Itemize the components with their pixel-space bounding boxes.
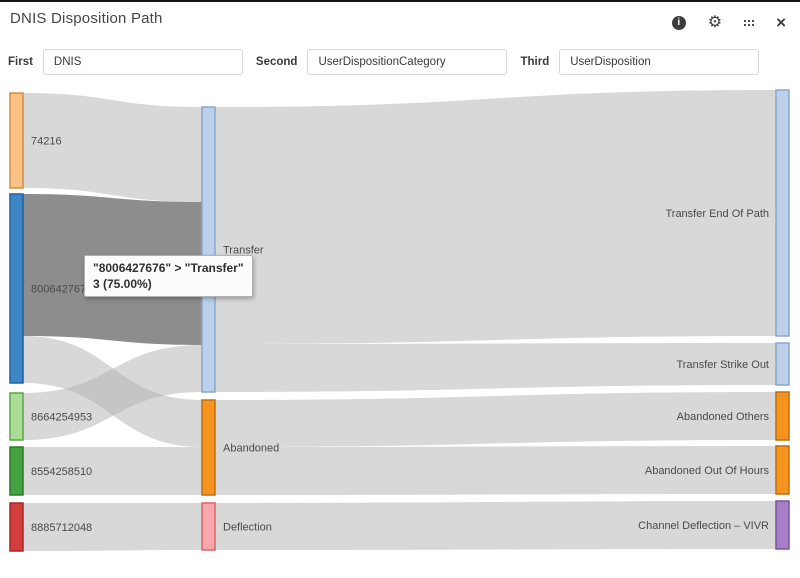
close-icon[interactable]: × — [776, 13, 786, 32]
first-dimension-input[interactable] — [42, 49, 243, 75]
sankey-node-TransferEndOfPath[interactable] — [775, 89, 790, 337]
sankey-node-8885712048[interactable] — [9, 502, 24, 552]
sankey-node-label-74216: 74216 — [31, 136, 62, 148]
drag-grid-icon[interactable] — [744, 19, 755, 26]
sankey-node-8006427676[interactable] — [9, 193, 24, 384]
second-dimension-label: Second — [255, 56, 298, 68]
sankey-link-Transfer-TransferEndOfPath[interactable] — [215, 90, 776, 344]
widget-header: DNIS Disposition Path i ⚙ × First Second… — [0, 2, 800, 75]
panel-top-border — [0, 0, 800, 2]
sankey-node-label-Abandoned: Abandoned — [223, 443, 279, 455]
sankey-node-label-8885712048: 8885712048 — [31, 522, 92, 534]
sankey-node-label-TransferEndOfPath: Transfer End Of Path — [665, 208, 769, 220]
sankey-node-label-8554258510: 8554258510 — [31, 466, 92, 478]
header-icons: i ⚙ × — [671, 13, 786, 32]
gear-icon[interactable]: ⚙ — [707, 13, 723, 31]
first-dimension-label: First — [8, 56, 33, 68]
sankey-link-Deflection-ChannelDeflectionVIVR[interactable] — [215, 501, 776, 550]
sankey-link-8554258510-Abandoned[interactable] — [23, 447, 202, 495]
tooltip-value-text: 3 (75.00%) — [93, 277, 152, 292]
sankey-node-74216[interactable] — [9, 92, 24, 189]
sankey-node-label-8664254953: 8664254953 — [31, 412, 92, 424]
sankey-node-label-Deflection: Deflection — [223, 522, 272, 534]
sankey-node-Abandoned[interactable] — [201, 399, 216, 496]
sankey-link-Abandoned-AbandonedOthers[interactable] — [215, 392, 776, 447]
sankey-node-label-TransferStrikeOut: Transfer Strike Out — [676, 359, 769, 371]
tooltip-path-text: "8006427676" > "Transfer" — [93, 261, 244, 275]
first-dimension-control: First — [8, 49, 243, 75]
sankey-node-label-AbandonedOutOfHours: Abandoned Out Of Hours — [645, 465, 770, 477]
sankey-link-8885712048-Deflection[interactable] — [23, 503, 202, 551]
page-title: DNIS Disposition Path — [10, 10, 163, 27]
sankey-link-8664254953-Transfer[interactable] — [23, 345, 202, 440]
sankey-node-label-ChannelDeflectionVIVR: Channel Deflection – VIVR — [638, 520, 769, 532]
sankey-node-TransferStrikeOut[interactable] — [775, 342, 790, 386]
sankey-node-Transfer[interactable] — [201, 106, 216, 393]
sankey-link-74216-Transfer[interactable] — [23, 93, 202, 202]
sankey-link-Transfer-TransferStrikeOut[interactable] — [215, 343, 776, 392]
dimension-controls: First Second Third — [0, 49, 800, 75]
sankey-link-Abandoned-AbandonedOutOfHours[interactable] — [215, 446, 776, 495]
sankey-node-label-AbandonedOthers: Abandoned Others — [677, 411, 770, 423]
sankey-node-8664254953[interactable] — [9, 392, 24, 441]
second-dimension-control: Second — [256, 49, 508, 75]
third-dimension-input[interactable] — [559, 49, 760, 75]
sankey-node-AbandonedOthers[interactable] — [775, 391, 790, 441]
sankey-node-ChannelDeflectionVIVR[interactable] — [775, 500, 790, 550]
third-dimension-label: Third — [520, 56, 550, 68]
second-dimension-input[interactable] — [307, 49, 508, 75]
sankey-node-label-8006427676: 8006427676 — [31, 284, 92, 296]
sankey-node-label-Transfer: Transfer — [223, 245, 264, 257]
sankey-node-AbandonedOutOfHours[interactable] — [775, 445, 790, 495]
info-icon[interactable]: i — [671, 15, 686, 30]
sankey-node-8554258510[interactable] — [9, 446, 24, 496]
sankey-node-Deflection[interactable] — [201, 502, 216, 551]
third-dimension-control: Third — [520, 49, 760, 75]
sankey-tooltip: "8006427676" > "Transfer" 3 (75.00%) — [84, 255, 253, 298]
